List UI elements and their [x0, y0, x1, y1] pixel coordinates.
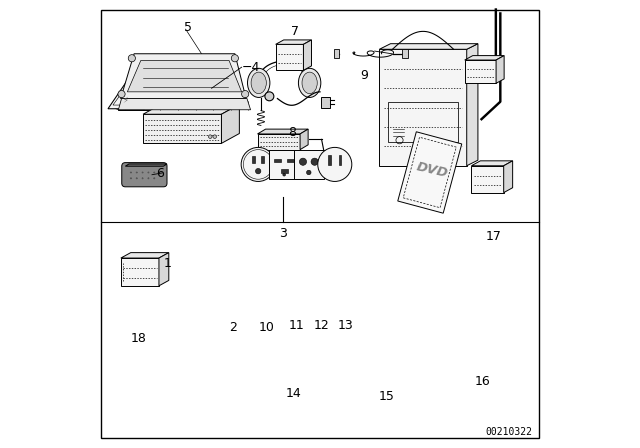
Circle shape — [317, 147, 352, 181]
Polygon shape — [120, 54, 246, 99]
Circle shape — [311, 158, 318, 165]
Circle shape — [300, 158, 307, 165]
Polygon shape — [339, 155, 341, 165]
Polygon shape — [472, 166, 504, 193]
Circle shape — [231, 55, 239, 62]
Text: 3: 3 — [279, 227, 287, 241]
Polygon shape — [143, 114, 221, 143]
Polygon shape — [257, 129, 308, 134]
Polygon shape — [108, 82, 145, 109]
Circle shape — [213, 135, 216, 138]
Circle shape — [265, 92, 274, 101]
Polygon shape — [465, 56, 504, 60]
Polygon shape — [465, 60, 496, 83]
Text: 7: 7 — [291, 25, 300, 38]
Polygon shape — [276, 40, 312, 44]
Text: ⚡: ⚡ — [123, 95, 129, 104]
Polygon shape — [300, 129, 308, 150]
Text: 8: 8 — [288, 125, 296, 139]
Circle shape — [255, 168, 261, 174]
Circle shape — [209, 135, 212, 138]
Text: 10: 10 — [259, 320, 274, 334]
Text: 15: 15 — [378, 390, 394, 404]
Polygon shape — [159, 253, 169, 286]
Polygon shape — [328, 155, 330, 165]
Text: 12: 12 — [314, 319, 329, 332]
Circle shape — [136, 177, 138, 180]
Polygon shape — [467, 43, 478, 166]
Ellipse shape — [302, 72, 317, 94]
Text: 11: 11 — [289, 319, 305, 332]
Polygon shape — [269, 150, 299, 179]
Circle shape — [307, 170, 311, 175]
Circle shape — [118, 90, 125, 98]
Text: 9: 9 — [360, 69, 368, 82]
Circle shape — [153, 171, 156, 174]
Polygon shape — [334, 49, 339, 58]
Polygon shape — [118, 99, 250, 110]
Circle shape — [136, 171, 138, 174]
Text: 14: 14 — [285, 387, 301, 400]
Text: 5: 5 — [184, 21, 192, 34]
Text: 6: 6 — [156, 167, 164, 181]
Circle shape — [241, 90, 249, 98]
Text: −4: −4 — [241, 60, 260, 74]
Polygon shape — [496, 56, 504, 83]
Polygon shape — [252, 156, 255, 163]
Polygon shape — [257, 134, 300, 150]
Polygon shape — [294, 150, 324, 179]
Polygon shape — [118, 100, 196, 110]
Circle shape — [241, 147, 275, 181]
Text: 16: 16 — [474, 375, 490, 388]
Circle shape — [153, 177, 156, 180]
Polygon shape — [321, 97, 330, 108]
Circle shape — [141, 171, 144, 174]
Polygon shape — [401, 49, 408, 58]
Ellipse shape — [248, 69, 270, 98]
Circle shape — [283, 173, 285, 176]
Text: 00210322: 00210322 — [486, 427, 532, 437]
Polygon shape — [504, 161, 513, 193]
Circle shape — [129, 171, 132, 174]
Text: 17: 17 — [486, 230, 502, 243]
Polygon shape — [221, 104, 239, 143]
Polygon shape — [127, 60, 241, 92]
Circle shape — [141, 177, 144, 180]
Text: 2: 2 — [228, 320, 237, 334]
Text: 13: 13 — [338, 319, 354, 332]
Circle shape — [114, 100, 123, 109]
Polygon shape — [276, 44, 303, 70]
Polygon shape — [118, 90, 217, 100]
Polygon shape — [275, 159, 282, 162]
Circle shape — [193, 100, 201, 109]
Polygon shape — [121, 253, 169, 258]
Circle shape — [147, 177, 150, 180]
Polygon shape — [125, 164, 167, 166]
Circle shape — [128, 55, 136, 62]
Polygon shape — [398, 132, 461, 213]
Polygon shape — [303, 40, 312, 70]
FancyBboxPatch shape — [122, 163, 167, 187]
Polygon shape — [380, 43, 478, 49]
Polygon shape — [280, 169, 288, 173]
Polygon shape — [121, 258, 159, 286]
Ellipse shape — [298, 69, 321, 98]
Text: 18: 18 — [131, 332, 147, 345]
Text: DVD: DVD — [415, 160, 449, 180]
Polygon shape — [143, 104, 239, 114]
Polygon shape — [380, 49, 467, 166]
Polygon shape — [287, 159, 294, 162]
Polygon shape — [196, 90, 217, 110]
Circle shape — [147, 171, 150, 174]
Polygon shape — [472, 161, 513, 166]
Ellipse shape — [251, 72, 266, 94]
Polygon shape — [261, 156, 264, 163]
Text: 1: 1 — [164, 257, 172, 270]
Circle shape — [117, 101, 124, 108]
Circle shape — [129, 177, 132, 180]
